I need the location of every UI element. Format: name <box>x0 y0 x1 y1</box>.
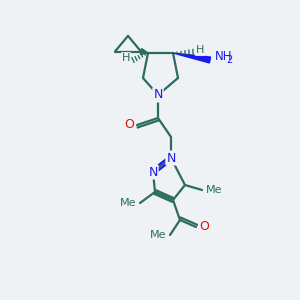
Text: O: O <box>124 118 134 131</box>
Text: Me: Me <box>120 198 136 208</box>
Polygon shape <box>173 53 211 63</box>
Text: H: H <box>196 45 204 55</box>
Text: Me: Me <box>206 185 222 195</box>
Text: N: N <box>148 166 158 178</box>
Polygon shape <box>140 49 148 54</box>
Text: H: H <box>122 53 130 63</box>
Text: O: O <box>199 220 209 233</box>
Text: N: N <box>153 88 163 101</box>
Text: 2: 2 <box>226 55 232 65</box>
Text: Me: Me <box>150 230 166 240</box>
Text: N: N <box>166 152 176 164</box>
Text: NH: NH <box>215 50 232 64</box>
